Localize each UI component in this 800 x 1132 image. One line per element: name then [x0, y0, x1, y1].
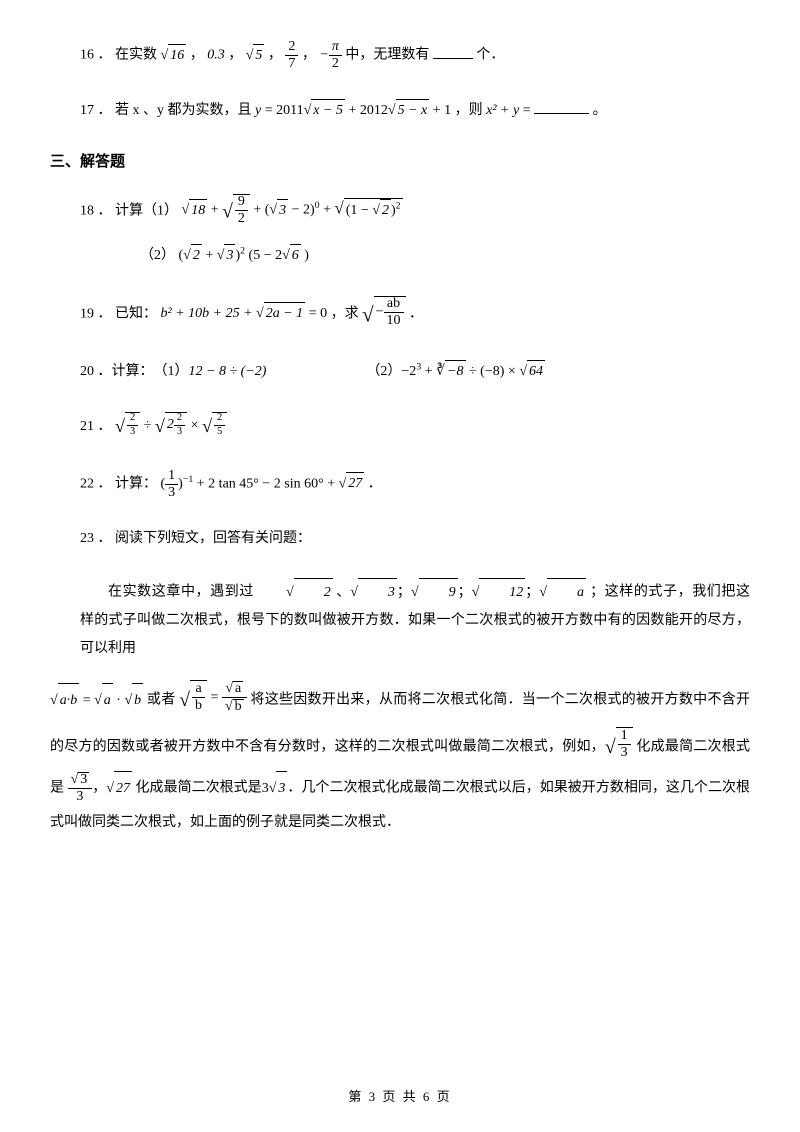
- expr-sqrt16: √16: [161, 44, 187, 67]
- expr-neg-pi-2: −π2: [319, 40, 341, 71]
- label: （2）: [140, 248, 175, 263]
- q-num: 21 ．: [80, 418, 112, 433]
- expr-2-7: 27: [285, 40, 298, 71]
- question-23: 23 ． 阅读下列短文，回答有关问题：: [80, 528, 750, 550]
- question-18: 18 ． 计算（1） √18 + √92 + (√3 − 2)0 + √(1 −…: [80, 194, 750, 267]
- expr-19-cond: b² + 10b + 25 + √2a − 1 = 0: [161, 302, 328, 325]
- text: =: [523, 103, 531, 118]
- question-22: 22 ． 计算： (13)−1 + 2 tan 45° − 2 sin 60° …: [80, 469, 750, 500]
- question-19: 19 ． 已知： b² + 10b + 25 + √2a − 1 = 0 ，求 …: [80, 296, 750, 332]
- ex-sqrt27: √27: [106, 771, 132, 806]
- q-num: 17 ．: [80, 103, 112, 118]
- label: 计算：: [112, 361, 154, 383]
- expr-20-2: −23 + ∛−8 ÷ (−8) × √64: [401, 360, 545, 383]
- ex-sqrt-1-3: √13: [605, 724, 633, 771]
- text: ，则: [455, 103, 483, 118]
- section-3-header: 三、解答题: [50, 150, 750, 174]
- text: ，求: [331, 306, 359, 321]
- question-16: 16 ． 在实数 √16 ， 0.3 ， √5 ， 27 ， −π2 中，无理数…: [80, 40, 750, 71]
- text: ．: [368, 476, 382, 491]
- expr-22: (13)−1 + 2 tan 45° − 2 sin 60° + √27: [161, 469, 365, 500]
- blank[interactable]: [433, 45, 473, 59]
- label: 计算：: [115, 476, 157, 491]
- expr-sqrt5: √5: [246, 44, 265, 67]
- page-footer: 第 3 页 共 6 页: [0, 1087, 800, 1108]
- text: 。: [593, 103, 607, 118]
- q-num: 23 ．: [80, 531, 112, 546]
- text: 若 x 、y 都为实数，且: [115, 103, 252, 118]
- ex-sqrt3-3: √33: [68, 772, 93, 806]
- text: 在实数: [115, 48, 157, 63]
- question-20: 20 ． 计算： （1） 12 − 8 ÷ (−2) （2） −23 + ∛−8…: [80, 360, 750, 383]
- text: 阅读下列短文，回答有关问题：: [115, 531, 311, 546]
- expr-18-1: √18 + √92 + (√3 − 2)0 + √(1 − √2)2: [182, 194, 403, 228]
- text: 已知：: [115, 306, 157, 321]
- expr-19-find: √−ab10: [362, 296, 405, 332]
- rule-ab: √a·b = √a · √b: [50, 683, 143, 718]
- roots-list: √2 、√3；√9；√12；√a: [258, 578, 586, 607]
- expr-y: y = 2011√x − 5 + 2012√5 − x + 1: [255, 99, 451, 122]
- blank[interactable]: [534, 100, 589, 114]
- expr-x2y: x² + y: [486, 103, 519, 118]
- question-21: 21 ． √23 ÷ √223 × √25: [80, 412, 750, 441]
- q-num: 19 ．: [80, 306, 112, 321]
- q-num: 22 ．: [80, 476, 112, 491]
- expr-21: √23 ÷ √223 × √25: [115, 412, 227, 441]
- label-2: （2）: [366, 361, 401, 383]
- q23-paragraph-1: 在实数这章中，遇到过 √2 、√3；√9；√12；√a ；这样的式子，我们把这样…: [80, 578, 750, 663]
- question-17: 17 ． 若 x 、y 都为实数，且 y = 2011√x − 5 + 2012…: [80, 99, 750, 122]
- text: 中，无理数有: [345, 48, 429, 63]
- text: 个．: [476, 48, 504, 63]
- rule-frac: √ab = √a√b: [179, 677, 246, 724]
- q18-part2: （2） (√2 + √3)2 (5 − 2√6 ): [140, 244, 750, 267]
- ex-3sqrt3: 3√3: [262, 771, 288, 806]
- q-num: 20 ．: [80, 361, 112, 383]
- expr-03: 0.3: [207, 48, 225, 63]
- q23-paragraph-2: √a·b = √a · √b 或者 √ab = √a√b 将这些因数开出来，从而…: [50, 677, 750, 839]
- expr-20-1: 12 − 8 ÷ (−2): [189, 361, 267, 383]
- text: ．: [409, 306, 423, 321]
- label: 计算（1）: [115, 204, 178, 219]
- q-num: 18 ．: [80, 204, 112, 219]
- q-num: 16 ．: [80, 48, 112, 63]
- label-1: （1）: [154, 361, 189, 383]
- expr-18-2: (√2 + √3)2 (5 − 2√6 ): [179, 244, 309, 267]
